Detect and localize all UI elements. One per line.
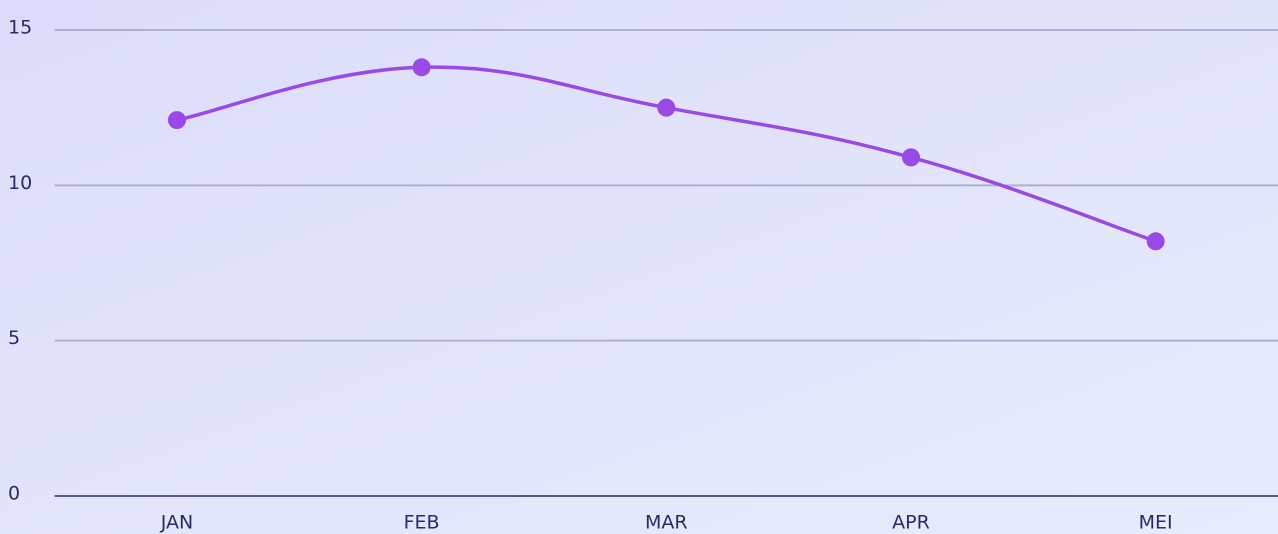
y-tick-label: 0 (8, 483, 20, 505)
x-tick-label: JAN (160, 512, 193, 534)
data-point (1146, 232, 1165, 251)
x-tick-label: MEI (1139, 512, 1173, 534)
x-tick-label: MAR (645, 512, 688, 534)
data-point (167, 111, 186, 130)
x-tick-label: APR (892, 512, 930, 534)
y-tick-label: 5 (8, 327, 20, 349)
x-tick-label: FEB (404, 512, 440, 534)
data-point (412, 58, 431, 77)
y-tick-label: 15 (8, 17, 32, 39)
y-tick-label: 10 (8, 172, 32, 194)
data-point (901, 148, 920, 167)
line (176, 65, 1157, 243)
data-point (657, 98, 676, 117)
